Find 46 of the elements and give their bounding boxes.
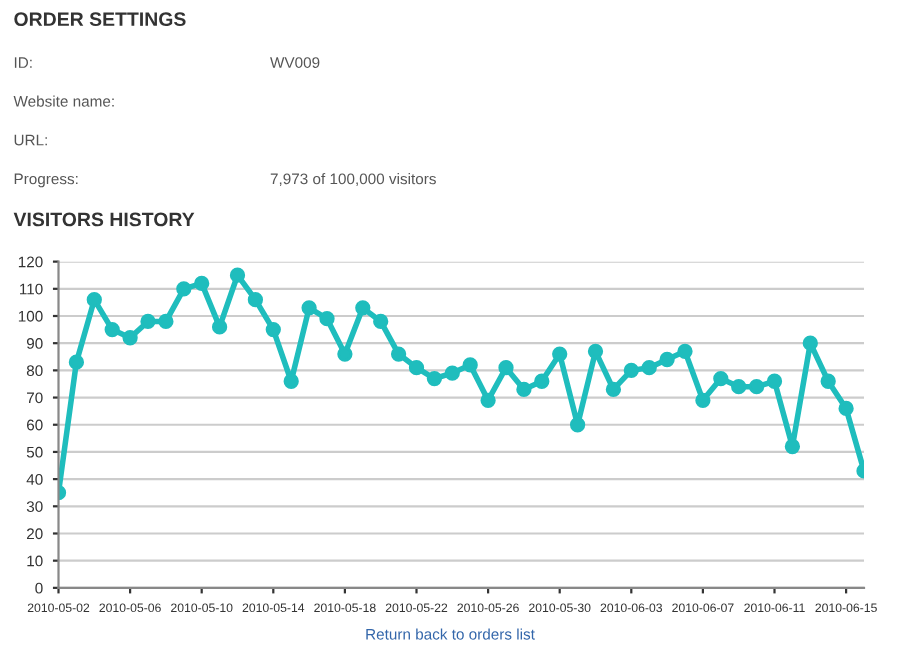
point xyxy=(158,313,174,330)
point xyxy=(176,281,192,297)
point xyxy=(731,379,747,395)
point xyxy=(194,275,210,292)
point xyxy=(122,330,138,346)
point xyxy=(569,417,586,433)
point xyxy=(355,300,371,316)
point xyxy=(534,373,550,389)
point xyxy=(802,335,818,351)
point xyxy=(516,381,532,398)
point xyxy=(480,392,496,408)
point xyxy=(337,346,353,362)
point xyxy=(283,373,299,389)
point xyxy=(713,370,729,387)
point xyxy=(659,351,675,368)
point xyxy=(426,370,443,387)
point xyxy=(247,292,264,308)
text: ORDER SETTINGS xyxy=(14,12,186,27)
point xyxy=(587,343,604,359)
point xyxy=(229,267,246,283)
point xyxy=(140,313,156,330)
point xyxy=(265,321,281,338)
point xyxy=(86,292,102,308)
chart-title: VISITORS HISTORY xyxy=(13,212,195,227)
point xyxy=(820,373,836,389)
point xyxy=(552,346,568,362)
point xyxy=(605,381,622,398)
point xyxy=(104,321,120,338)
point xyxy=(319,311,335,327)
point xyxy=(748,379,765,395)
point xyxy=(390,346,407,362)
point xyxy=(838,400,854,417)
point xyxy=(623,362,639,379)
point xyxy=(641,360,657,376)
point xyxy=(444,365,460,381)
point xyxy=(677,343,693,359)
point xyxy=(766,373,783,389)
point xyxy=(462,357,478,373)
point xyxy=(301,300,317,316)
point xyxy=(373,313,389,330)
point xyxy=(784,438,801,455)
point xyxy=(68,354,85,370)
point xyxy=(408,360,425,376)
point xyxy=(211,319,228,335)
point xyxy=(695,392,711,408)
point xyxy=(498,360,514,376)
